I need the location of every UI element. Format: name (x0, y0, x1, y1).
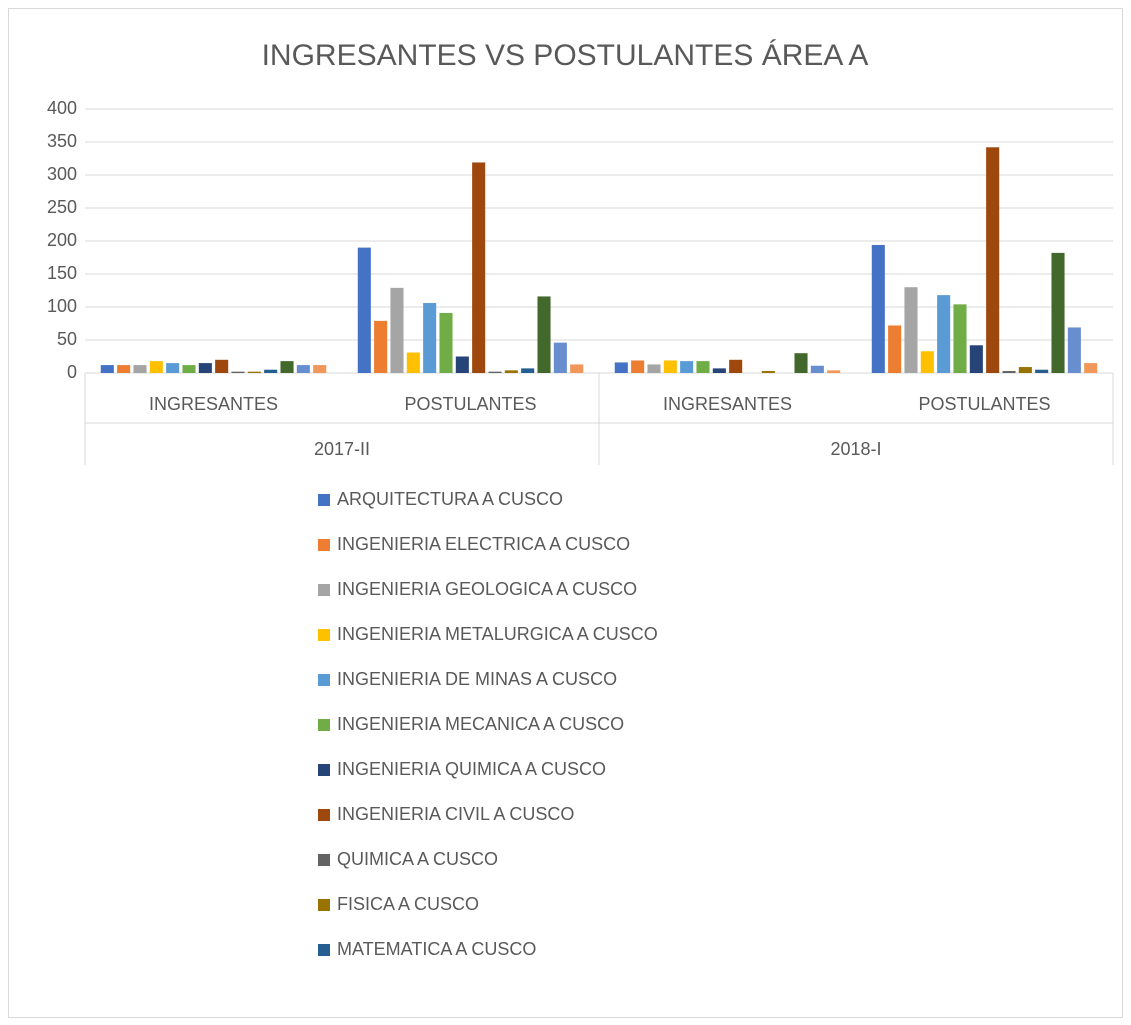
bar (712, 368, 726, 373)
bar (423, 303, 437, 373)
x-tick-label: INGRESANTES (149, 394, 278, 414)
bar (182, 365, 196, 373)
y-tick-label: 0 (67, 362, 77, 382)
legend-label: INGENIERIA ELECTRICA A CUSCO (337, 534, 630, 554)
bar (904, 287, 918, 373)
legend-swatch (318, 674, 330, 686)
y-tick-label: 250 (47, 197, 77, 217)
bar (357, 247, 371, 373)
bar (953, 304, 967, 373)
bar (215, 359, 229, 373)
bar (247, 371, 261, 373)
x-tick-label: POSTULANTES (404, 394, 536, 414)
bar (504, 370, 518, 373)
bar (1084, 363, 1098, 373)
group-label: 2017-II (314, 439, 370, 459)
legend-swatch (318, 539, 330, 551)
bar (406, 352, 420, 373)
bar (761, 371, 775, 373)
legend-label: MATEMATICA A CUSCO (337, 939, 536, 959)
legend-label: INGENIERIA MECANICA A CUSCO (337, 714, 624, 734)
bar (631, 360, 645, 373)
bar (296, 365, 310, 373)
bar (680, 361, 694, 373)
y-tick-label: 150 (47, 263, 77, 283)
x-tick-label: INGRESANTES (663, 394, 792, 414)
legend-label: INGENIERIA QUIMICA A CUSCO (337, 759, 606, 779)
bar (1035, 369, 1049, 373)
legend-swatch (318, 584, 330, 596)
bar (614, 362, 628, 373)
legend-swatch (318, 809, 330, 821)
bar (729, 359, 743, 373)
y-tick-label: 100 (47, 296, 77, 316)
bar (647, 364, 661, 373)
y-tick-label: 300 (47, 164, 77, 184)
legend-swatch (318, 764, 330, 776)
legend-swatch (318, 629, 330, 641)
bar (553, 342, 567, 373)
legend-label: INGENIERIA CIVIL A CUSCO (337, 804, 574, 824)
bar (986, 147, 1000, 373)
bar (198, 363, 212, 373)
bar (280, 361, 294, 373)
bar (537, 296, 551, 373)
bar (827, 370, 841, 373)
bar (794, 353, 808, 373)
bar (810, 365, 824, 373)
legend-label: INGENIERIA DE MINAS A CUSCO (337, 669, 617, 689)
bar (264, 369, 278, 373)
y-tick-label: 50 (57, 329, 77, 349)
y-tick-label: 200 (47, 230, 77, 250)
bar (1051, 252, 1065, 373)
bar (149, 361, 163, 373)
bar (937, 295, 951, 373)
bar (1067, 327, 1081, 373)
legend-label: ARQUITECTURA A CUSCO (337, 489, 563, 509)
bar (390, 287, 404, 373)
legend-swatch (318, 854, 330, 866)
bar (313, 365, 327, 373)
legend-swatch (318, 719, 330, 731)
bar (1002, 371, 1016, 373)
bar (472, 162, 486, 373)
legend-label: INGENIERIA GEOLOGICA A CUSCO (337, 579, 637, 599)
bar (920, 351, 934, 373)
bar (455, 356, 469, 373)
bar (663, 360, 677, 373)
legend-swatch (318, 944, 330, 956)
group-label: 2018-I (830, 439, 881, 459)
bar (871, 244, 885, 373)
y-tick-label: 400 (47, 98, 77, 118)
bar (117, 365, 131, 373)
bar (488, 371, 502, 373)
bar (166, 363, 180, 373)
bar (374, 320, 388, 373)
bar (696, 361, 710, 373)
chart-title: INGRESANTES VS POSTULANTES ÁREA A (262, 39, 869, 72)
bar (1018, 367, 1032, 373)
legend-label: INGENIERIA METALURGICA A CUSCO (337, 624, 658, 644)
legend-swatch (318, 494, 330, 506)
legend-label: QUIMICA A CUSCO (337, 849, 498, 869)
bar (100, 365, 114, 373)
bar (969, 345, 983, 373)
bar (570, 364, 584, 373)
bar (888, 325, 902, 373)
bar (133, 365, 147, 373)
x-tick-label: POSTULANTES (918, 394, 1050, 414)
bar (231, 371, 245, 373)
legend-swatch (318, 899, 330, 911)
bar (439, 312, 453, 373)
bar (521, 368, 535, 373)
legend-label: FISICA A CUSCO (337, 894, 479, 914)
chart-border (8, 8, 1123, 1018)
y-tick-label: 350 (47, 131, 77, 151)
